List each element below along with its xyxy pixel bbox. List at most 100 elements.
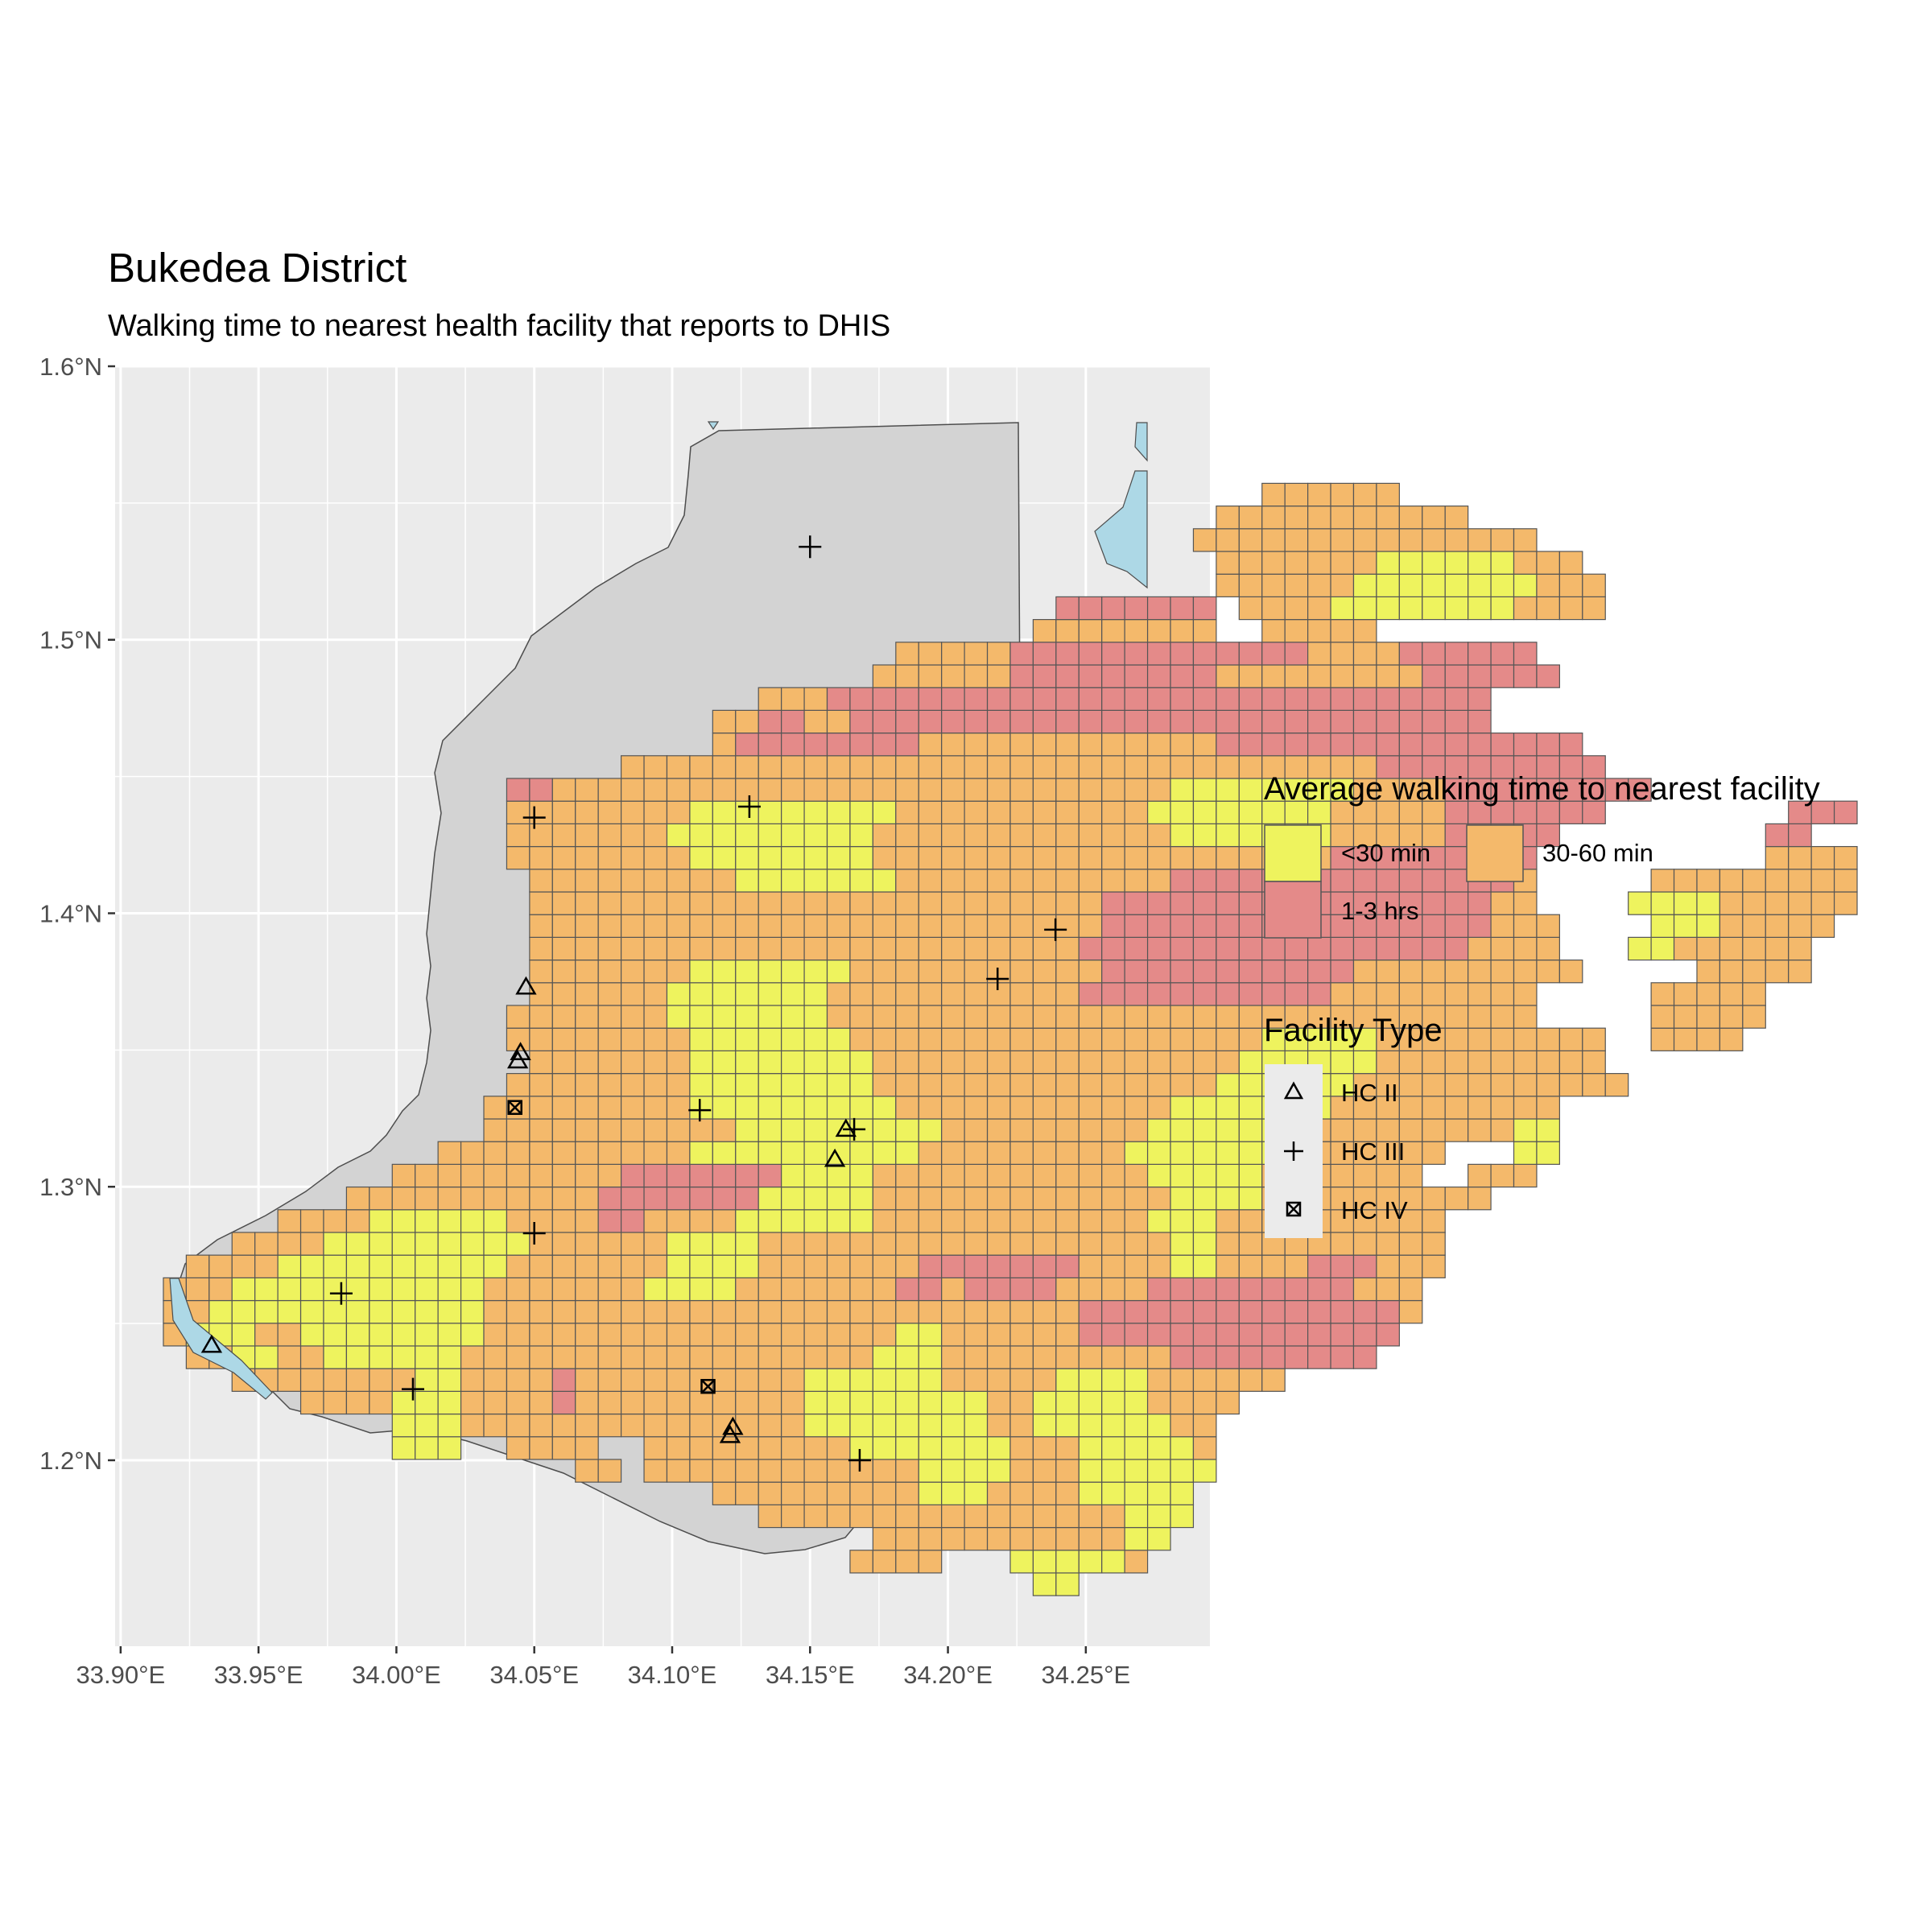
cell-under-30-min [758, 1050, 782, 1075]
cell-30-60-min [1032, 1526, 1057, 1551]
cell-under-30-min [735, 1027, 759, 1051]
cell-30-60-min [1284, 596, 1309, 621]
cell-under-30-min [1078, 1481, 1103, 1505]
cell-under-30-min [735, 959, 759, 984]
cell-30-60-min [483, 1390, 508, 1415]
cell-30-60-min [1352, 1232, 1377, 1256]
cell-under-30-min [1055, 1550, 1080, 1574]
cell-1-3-hrs [1398, 709, 1423, 734]
cell-30-60-min [712, 1209, 737, 1233]
cell-under-30-min [1146, 800, 1171, 824]
cell-30-60-min [643, 869, 668, 893]
cell-1-3-hrs [1146, 709, 1171, 734]
cell-under-30-min [369, 1345, 393, 1369]
cell-1-3-hrs [1055, 642, 1080, 666]
cell-30-60-min [1032, 1118, 1057, 1142]
cell-under-30-min [1101, 1436, 1125, 1460]
cell-30-60-min [506, 1072, 530, 1097]
cell-30-60-min [185, 1277, 210, 1302]
cell-under-30-min [1146, 1481, 1171, 1505]
cell-30-60-min [849, 1550, 873, 1574]
cell-30-60-min [643, 1459, 668, 1483]
cell-30-60-min [895, 891, 919, 915]
cell-30-60-min [735, 914, 759, 938]
water-body-west [169, 1278, 273, 1400]
cell-1-3-hrs [1192, 869, 1217, 893]
cell-1-3-hrs [1216, 642, 1240, 666]
cell-30-60-min [872, 755, 897, 779]
cell-30-60-min [895, 1504, 919, 1529]
cell-30-60-min [1673, 1027, 1698, 1051]
cell-under-30-min [1238, 1118, 1263, 1142]
cell-30-60-min [1032, 1163, 1057, 1188]
cell-30-60-min [277, 1345, 302, 1369]
cell-under-30-min [1032, 1572, 1057, 1596]
cell-under-30-min [803, 1163, 828, 1188]
cell-under-30-min [323, 1345, 348, 1369]
cell-under-30-min [1513, 1141, 1538, 1165]
cell-under-30-min [849, 1072, 873, 1097]
cell-30-60-min [529, 1436, 553, 1460]
cell-1-3-hrs [1216, 1323, 1240, 1347]
cell-30-60-min [506, 1186, 530, 1211]
cell-30-60-min [666, 845, 691, 870]
cell-30-60-min [895, 800, 919, 824]
cell-30-60-min [254, 1254, 279, 1278]
cell-30-60-min [1009, 1209, 1034, 1233]
cell-30-60-min [964, 1027, 989, 1051]
cell-30-60-min [1216, 1050, 1240, 1075]
cell-30-60-min [1490, 891, 1515, 915]
cell-30-60-min [597, 1163, 622, 1188]
cell-under-30-min [689, 1027, 713, 1051]
legend-facility-type: Facility Type HC II HC III HC IV [1264, 1013, 1443, 1238]
cell-30-60-min [666, 959, 691, 984]
cell-30-60-min [621, 914, 645, 938]
cell-30-60-min [1490, 1163, 1515, 1188]
cell-under-30-min [1238, 778, 1263, 802]
cell-30-60-min [1444, 528, 1469, 552]
cell-30-60-min [986, 1345, 1011, 1369]
cell-30-60-min [643, 1118, 668, 1142]
cell-30-60-min [1330, 1005, 1355, 1029]
cell-30-60-min [872, 1072, 897, 1097]
cell-1-3-hrs [1284, 1299, 1309, 1324]
cell-1-3-hrs [918, 709, 943, 734]
cell-30-60-min [895, 1072, 919, 1097]
cell-1-3-hrs [1101, 936, 1125, 961]
cell-under-30-min [299, 1277, 324, 1302]
cell-30-60-min [1238, 845, 1263, 870]
cell-30-60-min [1078, 1005, 1103, 1029]
cell-30-60-min [621, 959, 645, 984]
cell-30-60-min [575, 1277, 599, 1302]
cell-30-60-min [551, 869, 576, 893]
cell-1-3-hrs [712, 1186, 737, 1211]
cell-30-60-min [1032, 869, 1057, 893]
cell-under-30-min [1216, 1072, 1240, 1097]
cell-30-60-min [1330, 755, 1355, 779]
cell-30-60-min [689, 936, 713, 961]
cell-30-60-min [1101, 1005, 1125, 1029]
cell-30-60-min [575, 1390, 599, 1415]
cell-1-3-hrs [1009, 642, 1034, 666]
cell-under-30-min [803, 845, 828, 870]
cell-30-60-min [575, 891, 599, 915]
cell-30-60-min [1330, 506, 1355, 530]
cell-1-3-hrs [1032, 687, 1057, 711]
cell-30-60-min [895, 642, 919, 666]
cell-under-30-min [1055, 1390, 1080, 1415]
cell-30-60-min [1170, 1390, 1195, 1415]
cell-30-60-min [460, 1345, 485, 1369]
cell-30-60-min [597, 823, 622, 848]
cell-30-60-min [986, 1027, 1011, 1051]
cell-30-60-min [895, 1050, 919, 1075]
cell-30-60-min [803, 709, 828, 734]
cell-30-60-min [1352, 551, 1377, 575]
cell-under-30-min [415, 1299, 439, 1324]
cell-30-60-min [1032, 732, 1057, 757]
cell-30-60-min [941, 1163, 965, 1188]
cell-under-30-min [1673, 914, 1698, 938]
cell-under-30-min [1650, 936, 1675, 961]
cell-1-3-hrs [1192, 664, 1217, 688]
cell-1-3-hrs [1490, 732, 1515, 757]
cell-30-60-min [1124, 1550, 1149, 1574]
